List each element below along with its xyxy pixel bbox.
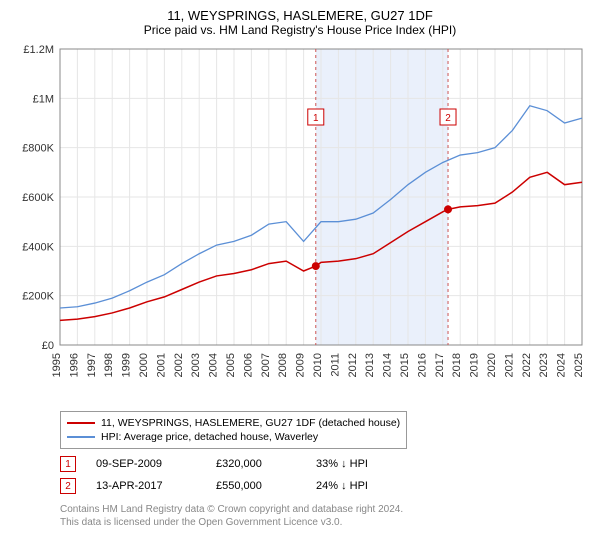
svg-text:£0: £0: [42, 340, 54, 352]
svg-text:2001: 2001: [155, 353, 167, 377]
svg-text:2023: 2023: [538, 353, 550, 377]
svg-text:2013: 2013: [364, 353, 376, 377]
svg-text:1: 1: [313, 113, 319, 124]
legend-item-property: 11, WEYSPRINGS, HASLEMERE, GU27 1DF (det…: [67, 416, 400, 430]
svg-text:2007: 2007: [260, 353, 272, 377]
svg-text:2006: 2006: [242, 353, 254, 377]
svg-text:2021: 2021: [503, 353, 515, 377]
svg-text:2024: 2024: [556, 353, 568, 377]
svg-text:2019: 2019: [469, 353, 481, 377]
svg-text:2: 2: [445, 113, 451, 124]
svg-text:1996: 1996: [68, 353, 80, 377]
sale-date-2: 13-APR-2017: [96, 480, 196, 492]
svg-text:£1.2M: £1.2M: [23, 45, 54, 56]
svg-text:£200K: £200K: [22, 291, 54, 303]
svg-text:2022: 2022: [521, 353, 533, 377]
attribution-line1: Contains HM Land Registry data © Crown c…: [60, 503, 588, 516]
svg-text:£1M: £1M: [33, 93, 54, 105]
svg-text:2008: 2008: [277, 353, 289, 377]
svg-text:2020: 2020: [486, 353, 498, 377]
legend-swatch-hpi: [67, 436, 95, 438]
svg-text:2012: 2012: [347, 353, 359, 377]
svg-text:2018: 2018: [451, 353, 463, 377]
svg-text:2004: 2004: [208, 353, 220, 377]
chart-title: 11, WEYSPRINGS, HASLEMERE, GU27 1DF: [12, 8, 588, 23]
svg-text:2010: 2010: [312, 353, 324, 377]
svg-text:2000: 2000: [138, 353, 150, 377]
sale-date-1: 09-SEP-2009: [96, 458, 196, 470]
legend: 11, WEYSPRINGS, HASLEMERE, GU27 1DF (det…: [60, 411, 407, 449]
svg-text:1995: 1995: [51, 353, 63, 377]
sale-row-1: 1 09-SEP-2009 £320,000 33% ↓ HPI: [60, 453, 588, 475]
svg-text:1998: 1998: [103, 353, 115, 377]
svg-text:1999: 1999: [121, 353, 133, 377]
svg-text:2002: 2002: [173, 353, 185, 377]
svg-text:2014: 2014: [382, 353, 394, 377]
attribution-line2: This data is licensed under the Open Gov…: [60, 516, 588, 529]
legend-item-hpi: HPI: Average price, detached house, Wave…: [67, 430, 400, 444]
sale-marker-1: 1: [60, 456, 76, 472]
svg-text:2017: 2017: [434, 353, 446, 377]
svg-text:£600K: £600K: [22, 192, 54, 204]
svg-text:2015: 2015: [399, 353, 411, 377]
sales-table: 1 09-SEP-2009 £320,000 33% ↓ HPI 2 13-AP…: [60, 453, 588, 497]
sale-price-2: £550,000: [216, 480, 296, 492]
legend-label-hpi: HPI: Average price, detached house, Wave…: [101, 431, 318, 443]
svg-text:2009: 2009: [295, 353, 307, 377]
svg-text:1997: 1997: [86, 353, 98, 377]
sale-price-1: £320,000: [216, 458, 296, 470]
sale-vs-hpi-2: 24% ↓ HPI: [316, 480, 368, 492]
legend-swatch-property: [67, 422, 95, 424]
sale-marker-2: 2: [60, 478, 76, 494]
svg-text:2003: 2003: [190, 353, 202, 377]
svg-text:£800K: £800K: [22, 143, 54, 155]
svg-text:2005: 2005: [225, 353, 237, 377]
chart-subtitle: Price paid vs. HM Land Registry's House …: [12, 23, 588, 37]
chart-area: £0 £200K £400K £600K £800K £1M £1.2M 1995 1996 19…: [12, 45, 588, 405]
svg-text:2011: 2011: [329, 353, 341, 377]
svg-text:2016: 2016: [416, 353, 428, 377]
sale-row-2: 2 13-APR-2017 £550,000 24% ↓ HPI: [60, 475, 588, 497]
svg-text:2025: 2025: [573, 353, 585, 377]
attribution: Contains HM Land Registry data © Crown c…: [60, 503, 588, 529]
sale-vs-hpi-1: 33% ↓ HPI: [316, 458, 368, 470]
legend-label-property: 11, WEYSPRINGS, HASLEMERE, GU27 1DF (det…: [101, 417, 400, 429]
svg-text:£400K: £400K: [22, 241, 54, 253]
